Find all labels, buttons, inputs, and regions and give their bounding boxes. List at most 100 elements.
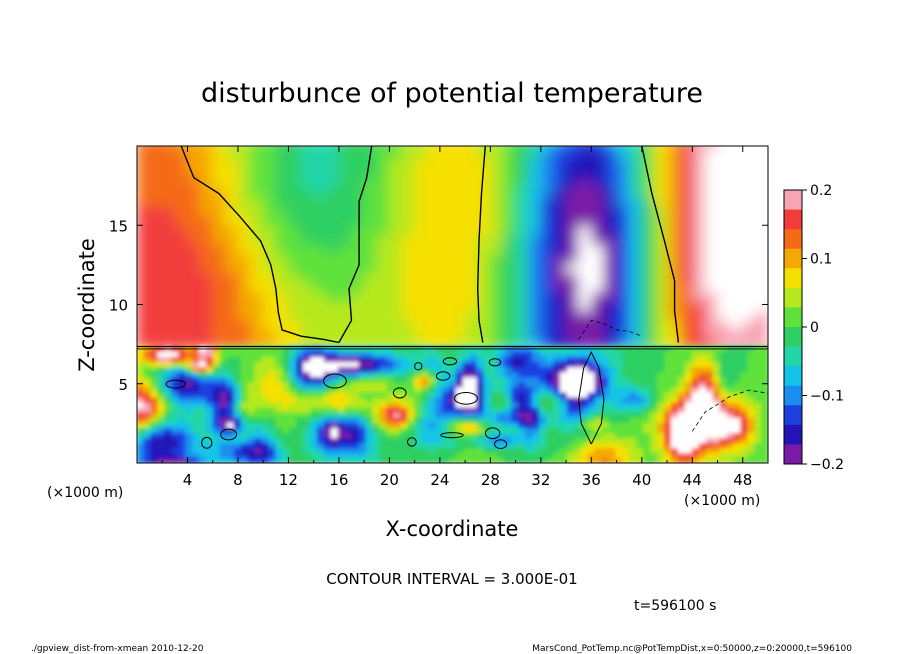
heatmap-cell — [414, 148, 428, 160]
heatmap-cell — [477, 224, 491, 236]
heatmap-cell — [237, 177, 252, 188]
heatmap-cell — [441, 350, 450, 357]
heatmap-cell — [643, 376, 652, 383]
heatmap-cell — [616, 177, 630, 188]
heatmap-cell — [439, 158, 453, 169]
heatmap-cell — [712, 371, 721, 378]
heatmap-cell — [439, 234, 453, 245]
heatmap-cell — [704, 319, 719, 331]
heatmap-cell — [464, 300, 479, 312]
heatmap-cell — [483, 432, 492, 439]
heatmap-cell — [455, 452, 464, 459]
heatmap-cell — [186, 224, 201, 236]
heatmap-cell — [439, 253, 453, 264]
heatmap-cell — [580, 437, 589, 444]
heatmap-cell — [388, 158, 403, 169]
heatmap-cell — [546, 386, 554, 393]
heatmap-cell — [171, 421, 180, 428]
heatmap-cell — [393, 376, 402, 383]
heatmap-cell — [603, 215, 618, 226]
heatmap-cell — [186, 146, 201, 150]
heatmap-cell — [666, 158, 681, 169]
heatmap-cell — [174, 310, 188, 321]
heatmap-cell — [358, 366, 367, 373]
heatmap-cell — [338, 243, 353, 255]
heatmap-cell — [452, 224, 466, 236]
heatmap-cell — [679, 196, 693, 207]
heatmap-cell — [240, 452, 249, 459]
heatmap-cell — [650, 391, 659, 398]
heatmap-cell — [566, 371, 575, 378]
heatmap-cell — [428, 457, 436, 463]
heatmap-cell — [171, 381, 180, 388]
heatmap-cell — [330, 416, 339, 423]
heatmap-cell — [351, 177, 365, 188]
heatmap-cell — [527, 281, 542, 293]
heatmap-cell — [428, 437, 436, 444]
heatmap-cell — [337, 401, 346, 408]
heatmap-cell — [233, 426, 242, 434]
heatmap-cell — [677, 396, 686, 403]
heatmap-cell — [414, 253, 428, 264]
heatmap-cell — [511, 396, 520, 403]
heatmap-cell — [157, 350, 166, 357]
heatmap-cell — [157, 447, 166, 454]
heatmap-cell — [532, 452, 541, 459]
heatmap-cell — [705, 391, 714, 398]
heatmap-cell — [365, 411, 374, 418]
heatmap-cell — [615, 437, 624, 444]
heatmap-cell — [199, 300, 214, 312]
heatmap-cell — [761, 350, 768, 357]
heatmap-cell — [719, 371, 728, 378]
heatmap-cell — [636, 421, 645, 428]
heatmap-cell — [275, 272, 289, 283]
heatmap-cell — [407, 416, 416, 423]
heatmap-cell — [717, 310, 731, 321]
heatmap-cell — [622, 355, 631, 363]
heatmap-cell — [137, 272, 151, 283]
heatmap-cell — [477, 215, 491, 226]
heatmap-cell — [587, 426, 596, 434]
heatmap-cell — [224, 253, 239, 264]
heatmap-cell — [629, 381, 638, 388]
heatmap-cell — [428, 416, 436, 423]
heatmap-cell — [518, 361, 527, 368]
heatmap-cell — [540, 196, 554, 207]
colorbar — [784, 190, 802, 465]
heatmap-cell — [573, 406, 582, 413]
heatmap-cell — [704, 262, 719, 274]
heatmap-cell — [565, 205, 580, 217]
heatmap-cell — [754, 281, 768, 293]
heatmap-cell — [578, 300, 592, 312]
heatmap-cell — [464, 224, 479, 236]
heatmap-cell — [636, 447, 645, 454]
heatmap-cell — [185, 442, 194, 449]
heatmap-cell — [174, 146, 188, 150]
heatmap-cell — [212, 234, 226, 245]
heatmap-cell — [464, 158, 479, 169]
heatmap-cell — [261, 447, 270, 454]
heatmap-cell — [171, 350, 180, 357]
heatmap-cell — [344, 366, 353, 373]
heatmap-cell — [483, 437, 492, 444]
heatmap-cell — [137, 411, 145, 418]
heatmap-cell — [414, 329, 428, 340]
heatmap-cell — [539, 452, 548, 459]
heatmap-cell — [664, 350, 672, 357]
heatmap-cell — [365, 386, 374, 393]
heatmap-cell — [566, 361, 575, 368]
heatmap-cell — [174, 319, 188, 331]
heatmap-cell — [552, 386, 561, 393]
heatmap-cell — [157, 355, 166, 363]
heatmap-cell — [414, 205, 428, 217]
heatmap-cell — [337, 350, 346, 357]
colorbar-swatch — [784, 366, 802, 387]
heatmap-cell — [511, 391, 520, 398]
heatmap-cell — [477, 338, 491, 350]
heatmap-cell — [300, 310, 315, 321]
heatmap-cell — [358, 442, 367, 449]
heatmap-cell — [761, 386, 768, 393]
heatmap-cell — [344, 401, 353, 408]
heatmap-cell — [186, 186, 201, 198]
heatmap-cell — [729, 319, 744, 331]
